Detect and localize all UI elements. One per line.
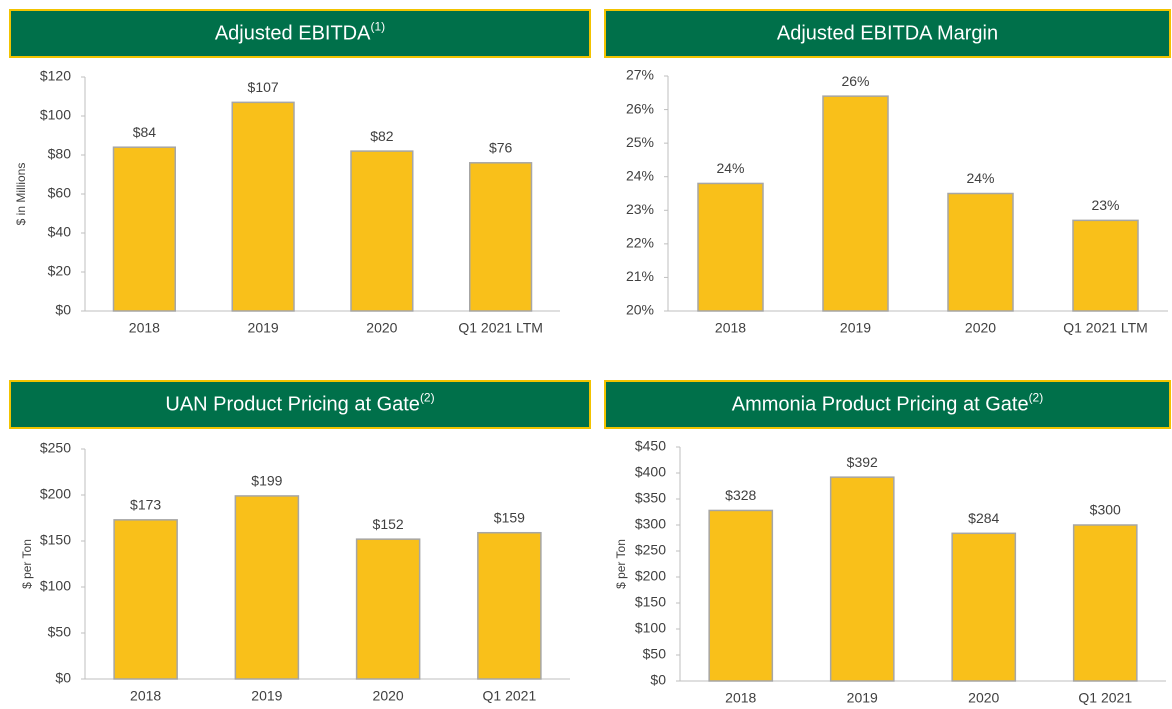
y-tick-label: $0 bbox=[55, 302, 71, 318]
title-text: Ammonia Product Pricing at Gate bbox=[732, 394, 1029, 416]
bar bbox=[477, 531, 542, 680]
y-axis-label: $ per Ton bbox=[614, 539, 628, 589]
chart-title: Adjusted EBITDA Margin bbox=[777, 23, 998, 45]
y-tick-label: $0 bbox=[55, 670, 71, 686]
x-tick-label: 2018 bbox=[715, 320, 746, 336]
x-tick-label: Q1 2021 LTM bbox=[458, 320, 543, 336]
data-label: 26% bbox=[841, 73, 869, 89]
data-label: $107 bbox=[248, 79, 279, 95]
data-label: 23% bbox=[1091, 197, 1119, 213]
y-tick-label: $200 bbox=[635, 568, 666, 584]
y-tick-label: 23% bbox=[626, 201, 654, 217]
x-tick-label: 2020 bbox=[968, 690, 999, 706]
x-tick-label: 2019 bbox=[251, 688, 282, 704]
bar bbox=[1072, 219, 1139, 312]
title-superscript: (2) bbox=[1029, 391, 1044, 405]
bar bbox=[112, 146, 176, 312]
data-label: $392 bbox=[847, 454, 878, 470]
y-tick-label: 26% bbox=[626, 100, 654, 116]
y-tick-label: $50 bbox=[643, 646, 667, 662]
bar bbox=[469, 162, 533, 312]
y-tick-label: $450 bbox=[635, 438, 666, 454]
chart-title: UAN Product Pricing at Gate(2) bbox=[165, 391, 434, 416]
bar bbox=[350, 150, 414, 312]
data-label: $84 bbox=[133, 124, 157, 140]
x-tick-label: Q1 2021 bbox=[483, 688, 537, 704]
y-tick-label: $100 bbox=[40, 107, 71, 123]
data-label: 24% bbox=[716, 160, 744, 176]
data-label: $328 bbox=[725, 487, 756, 503]
data-label: $152 bbox=[373, 516, 404, 532]
x-tick-label: 2020 bbox=[965, 320, 996, 336]
title-text: Adjusted EBITDA Margin bbox=[777, 23, 998, 45]
x-tick-label: 2018 bbox=[725, 690, 756, 706]
data-label: $76 bbox=[489, 140, 513, 156]
bar bbox=[231, 101, 295, 312]
bar bbox=[234, 495, 300, 680]
panel-header bbox=[9, 9, 591, 58]
x-tick-label: 2019 bbox=[248, 320, 279, 336]
bar bbox=[697, 182, 764, 312]
y-tick-label: $50 bbox=[48, 624, 72, 640]
y-tick-label: $80 bbox=[48, 146, 72, 162]
y-axis-label: $ in Millions bbox=[14, 163, 28, 226]
y-tick-label: $60 bbox=[48, 185, 72, 201]
y-tick-label: $250 bbox=[40, 440, 71, 456]
data-label: 24% bbox=[966, 170, 994, 186]
data-label: $284 bbox=[968, 510, 999, 526]
y-tick-label: $150 bbox=[635, 594, 666, 610]
y-tick-label: 22% bbox=[626, 235, 654, 251]
data-label: $300 bbox=[1090, 502, 1121, 518]
bar bbox=[1072, 524, 1138, 682]
x-tick-label: 2018 bbox=[129, 320, 160, 336]
x-tick-label: Q1 2021 bbox=[1078, 690, 1132, 706]
y-tick-label: 27% bbox=[626, 67, 654, 83]
bar bbox=[113, 519, 178, 680]
x-tick-label: Q1 2021 LTM bbox=[1063, 320, 1148, 336]
bar bbox=[822, 95, 889, 312]
y-tick-label: $100 bbox=[635, 620, 666, 636]
x-tick-label: 2020 bbox=[366, 320, 397, 336]
data-label: $199 bbox=[251, 473, 282, 489]
y-tick-label: $250 bbox=[635, 542, 666, 558]
title-text: Adjusted EBITDA bbox=[215, 23, 371, 45]
y-tick-label: 25% bbox=[626, 134, 654, 150]
y-tick-label: $120 bbox=[40, 68, 71, 84]
bar bbox=[947, 192, 1014, 312]
data-label: $173 bbox=[130, 497, 161, 513]
y-tick-label: $300 bbox=[635, 516, 666, 532]
y-tick-label: $20 bbox=[48, 263, 72, 279]
bar bbox=[355, 538, 421, 680]
y-tick-label: $150 bbox=[40, 532, 71, 548]
y-tick-label: $100 bbox=[40, 578, 71, 594]
x-tick-label: 2018 bbox=[130, 688, 161, 704]
y-tick-label: 20% bbox=[626, 302, 654, 318]
y-tick-label: $0 bbox=[650, 672, 666, 688]
bar bbox=[708, 509, 774, 682]
panel-header bbox=[604, 9, 1171, 58]
title-text: UAN Product Pricing at Gate bbox=[165, 394, 420, 416]
y-tick-label: $400 bbox=[635, 464, 666, 480]
y-tick-label: $200 bbox=[40, 486, 71, 502]
x-tick-label: 2019 bbox=[840, 320, 871, 336]
chart-title: Adjusted EBITDA(1) bbox=[215, 20, 385, 45]
data-label: $159 bbox=[494, 509, 525, 525]
panel-header bbox=[604, 380, 1171, 429]
x-tick-label: 2019 bbox=[847, 690, 878, 706]
y-axis-label: $ per Ton bbox=[20, 539, 34, 589]
data-label: $82 bbox=[370, 128, 394, 144]
title-superscript: (1) bbox=[370, 20, 385, 34]
x-tick-label: 2020 bbox=[373, 688, 404, 704]
bar bbox=[951, 532, 1017, 682]
y-tick-label: $40 bbox=[48, 224, 72, 240]
y-tick-label: $350 bbox=[635, 490, 666, 506]
chart-title: Ammonia Product Pricing at Gate(2) bbox=[732, 391, 1043, 416]
y-tick-label: 24% bbox=[626, 167, 654, 183]
title-superscript: (2) bbox=[420, 391, 435, 405]
y-tick-label: 21% bbox=[626, 268, 654, 284]
bar bbox=[829, 476, 895, 682]
panel-header bbox=[9, 380, 591, 429]
